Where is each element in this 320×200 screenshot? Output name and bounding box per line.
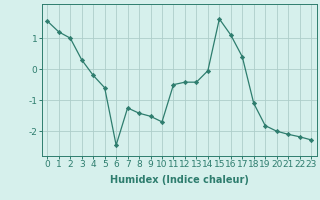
X-axis label: Humidex (Indice chaleur): Humidex (Indice chaleur) (110, 175, 249, 185)
